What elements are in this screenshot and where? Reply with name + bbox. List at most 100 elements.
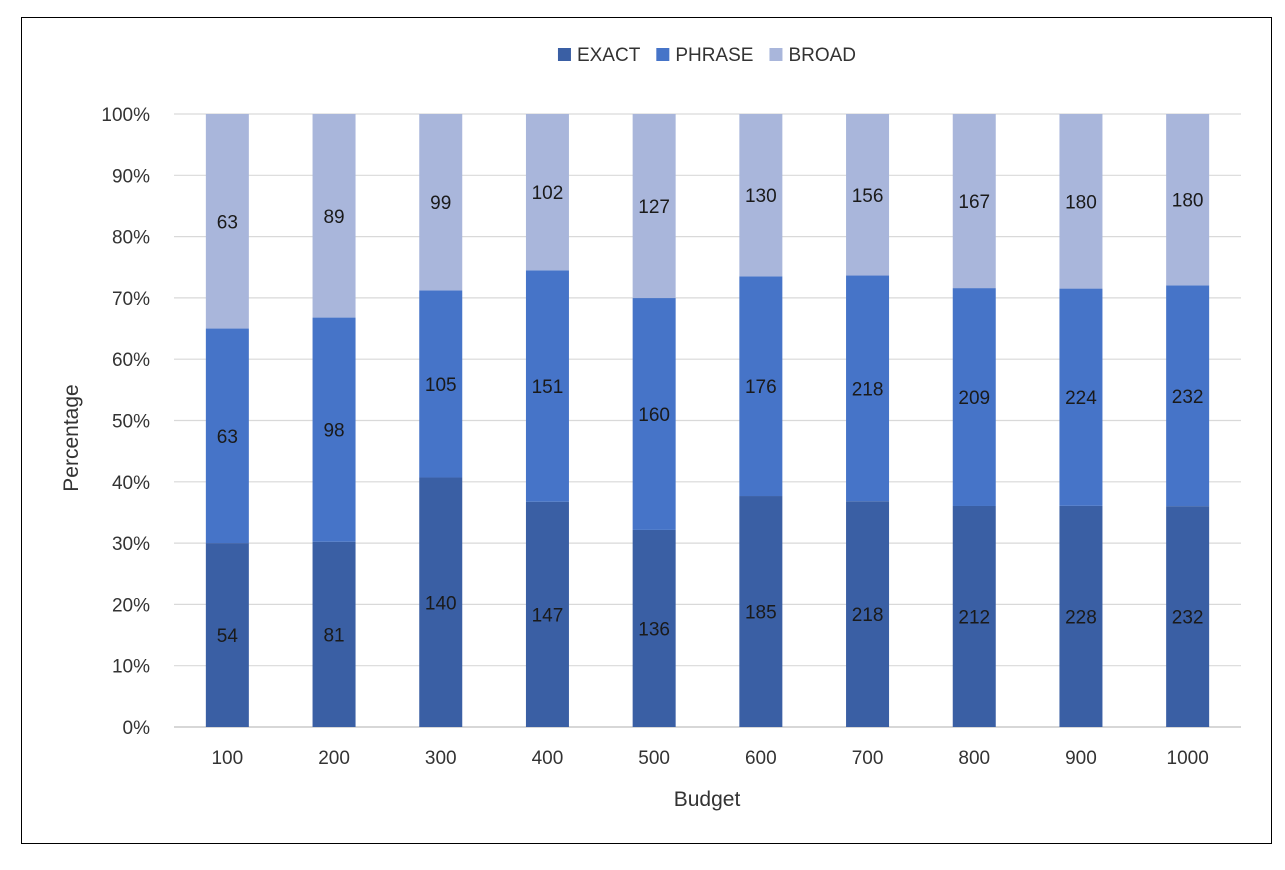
chart-frame: 54 63 63 81 98 89 140 105 99 147 151 102 136 160 127 18… — [21, 17, 1272, 844]
legend: EXACT PHRASE BROAD — [557, 45, 856, 66]
y-tick-label: 100% — [101, 105, 150, 126]
data-label: 136 — [638, 619, 670, 640]
bar-segment-broad — [846, 114, 890, 276]
bar-segment-broad — [632, 114, 676, 299]
bar-segment-broad — [1059, 114, 1103, 289]
data-label: 140 — [425, 593, 457, 614]
legend-item-exact: EXACT — [557, 45, 641, 66]
legend-swatch — [557, 48, 571, 61]
bar-segment-exact — [632, 529, 676, 727]
y-tick-label: 10% — [112, 657, 150, 678]
data-label: 81 — [323, 625, 344, 646]
data-label: 160 — [638, 405, 670, 426]
legend-item-broad: BROAD — [769, 45, 856, 66]
bar-segment-exact — [205, 543, 249, 727]
bar-segment-exact — [1059, 505, 1103, 727]
data-label: 89 — [323, 207, 344, 228]
data-label: 151 — [532, 377, 564, 398]
data-labels: 54 63 63 81 98 89 140 105 99 147 151 102 136 160 127 18… — [217, 183, 1204, 647]
bar-segment-exact — [419, 477, 463, 727]
y-tick-label: 50% — [112, 412, 150, 433]
x-axis-title: Budget — [674, 788, 741, 811]
bar-segment-phrase — [419, 290, 463, 478]
bar-segment-phrase — [632, 298, 676, 530]
legend-swatch — [769, 48, 783, 61]
data-label: 167 — [958, 192, 990, 213]
data-label: 63 — [217, 212, 238, 233]
bar-segment-phrase — [525, 270, 569, 502]
x-tick-label: 100 — [211, 748, 243, 769]
bar-segment-broad — [952, 114, 996, 289]
bar-segment-phrase — [952, 288, 996, 506]
caption-fragment — [0, 0, 1285, 14]
bar-segment-broad — [1166, 114, 1210, 286]
data-label: 232 — [1172, 608, 1204, 629]
x-tick-label: 200 — [318, 748, 350, 769]
data-label: 105 — [425, 375, 457, 396]
data-label: 180 — [1172, 191, 1204, 212]
data-label: 232 — [1172, 387, 1204, 408]
x-tick-label: 800 — [958, 748, 990, 769]
x-tick-label: 600 — [745, 748, 777, 769]
data-label: 176 — [745, 377, 777, 398]
bar-segment-exact — [739, 496, 783, 727]
bar-segment-broad — [419, 114, 463, 291]
data-label: 224 — [1065, 388, 1097, 409]
bar-segment-phrase — [846, 275, 890, 502]
data-label: 99 — [430, 193, 451, 214]
bar-segment-broad — [312, 114, 356, 318]
bar-segment-exact — [312, 541, 356, 727]
data-label: 209 — [958, 388, 990, 409]
y-tick-label: 80% — [112, 228, 150, 249]
y-axis-title: Percentage — [60, 384, 83, 491]
data-label: 218 — [852, 379, 884, 400]
data-label: 54 — [217, 626, 239, 647]
data-label: 228 — [1065, 607, 1097, 628]
bar-segment-phrase — [205, 328, 249, 544]
bar-segment-broad — [525, 114, 569, 271]
data-label: 147 — [532, 605, 564, 626]
bar-segment-broad — [739, 114, 783, 277]
bars — [205, 114, 1210, 727]
bar-segment-exact — [846, 501, 890, 727]
data-label: 156 — [852, 186, 884, 207]
legend-item-phrase: PHRASE — [656, 45, 753, 66]
data-label: 218 — [852, 605, 884, 626]
stacked-bar-chart: 54 63 63 81 98 89 140 105 99 147 151 102 136 160 127 18… — [60, 45, 1241, 811]
x-tick-label: 400 — [532, 748, 564, 769]
bar-segment-broad — [205, 114, 249, 329]
x-tick-label: 300 — [425, 748, 457, 769]
y-tick-label: 70% — [112, 289, 150, 310]
bar-segment-exact — [1166, 506, 1210, 727]
data-label: 212 — [958, 607, 990, 628]
data-label: 63 — [217, 427, 238, 448]
y-tick-label: 90% — [112, 166, 150, 187]
bar-segment-phrase — [312, 317, 356, 542]
legend-label: PHRASE — [675, 45, 753, 66]
y-tick-label: 60% — [112, 350, 150, 371]
data-label: 98 — [323, 421, 344, 442]
legend-label: EXACT — [577, 45, 641, 66]
bar-segment-phrase — [739, 276, 783, 497]
y-tick-label: 40% — [112, 473, 150, 494]
data-label: 180 — [1065, 192, 1097, 213]
legend-swatch — [656, 48, 670, 61]
y-tick-label: 20% — [112, 595, 150, 616]
bar-segment-exact — [952, 505, 996, 727]
data-label: 127 — [638, 197, 670, 218]
legend-label: BROAD — [788, 45, 856, 66]
data-label: 130 — [745, 186, 777, 207]
x-axis: 100 200 300 400 500 600 700 800 900 1000 — [211, 748, 1208, 769]
bar-segment-phrase — [1059, 288, 1103, 506]
x-tick-label: 900 — [1065, 748, 1097, 769]
x-tick-label: 1000 — [1167, 748, 1209, 769]
bar-segment-exact — [525, 501, 569, 727]
y-tick-label: 0% — [123, 718, 151, 739]
y-tick-label: 30% — [112, 534, 150, 555]
y-axis: 0% 10% 20% 30% 40% 50% 60% 70% 80% 90% 100% — [101, 105, 150, 739]
x-tick-label: 700 — [852, 748, 884, 769]
x-tick-label: 500 — [638, 748, 670, 769]
bar-segment-phrase — [1166, 285, 1210, 507]
data-label: 185 — [745, 603, 777, 624]
data-label: 102 — [532, 183, 564, 204]
